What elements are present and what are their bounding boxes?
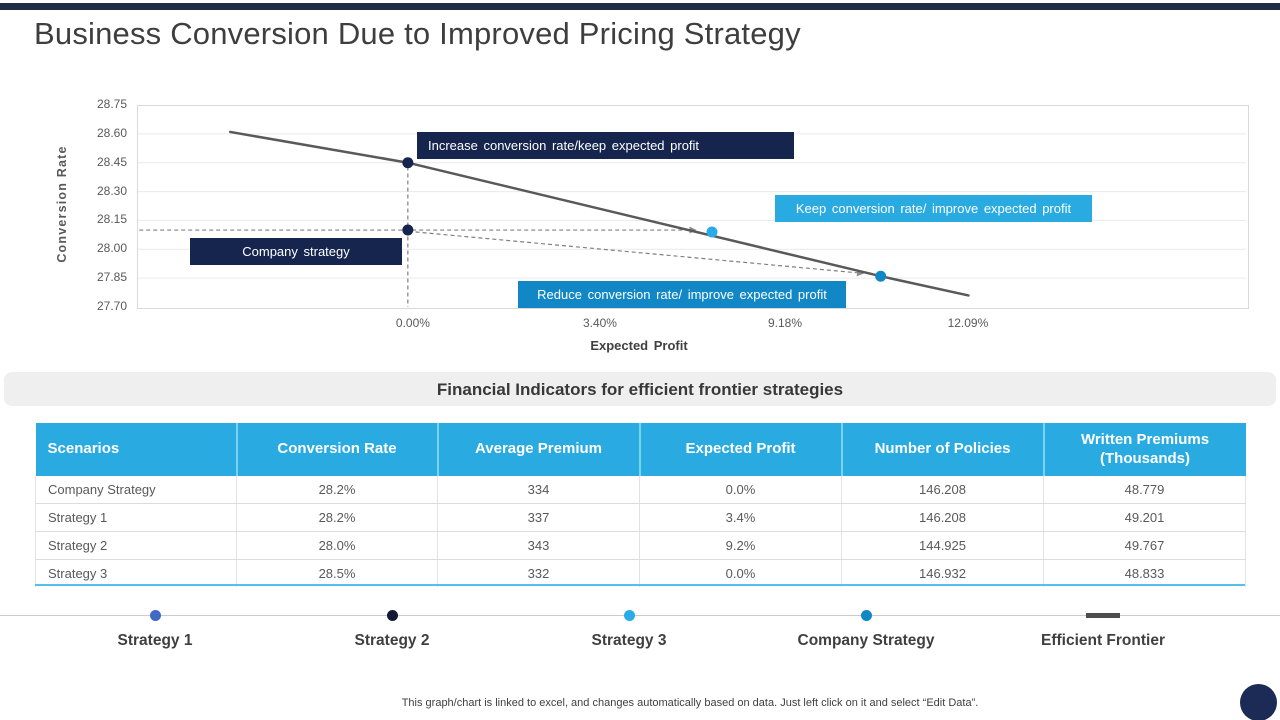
table-cell: 9.2% xyxy=(639,531,842,560)
y-tick-label: 28.30 xyxy=(96,183,127,198)
y-tick-label: 28.00 xyxy=(96,241,127,256)
table-cell: 332 xyxy=(437,559,640,587)
table-cell: 28.2% xyxy=(236,476,438,504)
column-header: Conversion Rate xyxy=(236,423,439,476)
legend-baseline xyxy=(0,615,1280,616)
legend-label: Company Strategy xyxy=(797,632,935,649)
y-tick-label: 27.85 xyxy=(96,270,127,285)
x-tick-label: 0.00% xyxy=(395,316,430,330)
table-row: Strategy 3 28.5% 332 0.0% 146.932 48.833 xyxy=(35,559,1246,587)
y-axis-title: Conversion Rate xyxy=(55,145,69,263)
table-cell: 343 xyxy=(437,531,640,560)
top-accent-bar xyxy=(0,3,1280,10)
table-body: Company Strategy 28.2% 334 0.0% 146.208 48.77… xyxy=(35,476,1246,587)
legend-marker-dot xyxy=(860,610,872,621)
table-row: Company Strategy 28.2% 334 0.0% 146.208 48.77… xyxy=(35,476,1246,504)
annotation-company-strategy: Company strategy xyxy=(190,238,402,265)
y-tick-label: 28.60 xyxy=(96,125,127,140)
legend-marker-dot xyxy=(386,610,398,621)
table-cell: Strategy 3 xyxy=(35,559,237,587)
legend-marker-dot xyxy=(623,610,635,621)
table-cell: 28.2% xyxy=(236,503,438,532)
annotation-reduce-conversion: Reduce conversion rate/ improve expected… xyxy=(518,281,846,308)
corner-decoration-circle xyxy=(1240,684,1277,720)
table-cell: 146.208 xyxy=(841,476,1044,504)
table-cell: 0.0% xyxy=(639,476,842,504)
column-header: Expected Profit xyxy=(639,423,843,476)
y-tick-label: 28.45 xyxy=(96,154,127,169)
footer-note: This graph/chart is linked to excel, and… xyxy=(401,697,979,709)
column-header: Scenarios xyxy=(35,423,238,476)
legend-label: Strategy 2 xyxy=(354,632,430,649)
table-header-row: Scenarios Conversion Rate Average Premium E… xyxy=(35,423,1246,476)
column-header: Number of Policies xyxy=(841,423,1045,476)
table-cell: 48.779 xyxy=(1043,476,1246,504)
column-header: Average Premium xyxy=(437,423,641,476)
annotation-keep-conversion: Keep conversion rate/ improve expected p… xyxy=(775,195,1092,222)
table-cell: 28.0% xyxy=(236,531,438,560)
table-cell: 0.0% xyxy=(639,559,842,587)
table-bottom-accent-line xyxy=(35,584,1245,586)
table-cell: 48.833 xyxy=(1043,559,1246,587)
legend-label: Efficient Frontier xyxy=(1040,632,1165,649)
x-tick-label: 9.18% xyxy=(768,316,803,330)
table-cell: 334 xyxy=(437,476,640,504)
table-cell: 146.208 xyxy=(841,503,1044,532)
table-cell: Strategy 1 xyxy=(35,503,237,532)
y-tick-label: 28.75 xyxy=(96,97,127,111)
table-section-title-band: Financial Indicators for efficient front… xyxy=(4,372,1276,406)
financial-indicators-table: Scenarios Conversion Rate Average Premium E… xyxy=(35,423,1246,587)
table-cell: 144.925 xyxy=(841,531,1044,560)
column-header: Written Premiums (Thousands) xyxy=(1043,423,1246,476)
slide-title: Business Conversion Due to Improved Pric… xyxy=(34,16,801,51)
annotation-increase-conversion: Increase conversion rate/keep expected p… xyxy=(417,132,794,159)
legend-label: Strategy 3 xyxy=(591,632,667,649)
legend-marker-dot xyxy=(149,610,161,621)
legend-label: Strategy 1 xyxy=(117,632,193,649)
table-cell: Strategy 2 xyxy=(35,531,237,560)
y-tick-label: 28.15 xyxy=(96,212,127,227)
y-tick-label: 27.70 xyxy=(96,299,127,313)
table-header: Scenarios Conversion Rate Average Premium E… xyxy=(35,423,1246,476)
table-cell: 3.4% xyxy=(639,503,842,532)
table-cell: 28.5% xyxy=(236,559,438,587)
table-row: Strategy 2 28.0% 343 9.2% 144.925 49.767 xyxy=(35,531,1246,560)
table-cell: 337 xyxy=(437,503,640,532)
legend-marker-dash xyxy=(1086,613,1120,618)
table-row: Strategy 1 28.2% 337 3.4% 146.208 49.201 xyxy=(35,503,1246,532)
table-section-title: Financial Indicators for efficient front… xyxy=(436,380,844,399)
x-tick-label: 3.40% xyxy=(582,316,617,330)
table-cell: 49.767 xyxy=(1043,531,1246,560)
x-tick-label: 12.09% xyxy=(947,316,989,330)
x-axis-title: Expected Profit xyxy=(590,338,688,353)
table-cell: 146.932 xyxy=(841,559,1044,587)
table-cell: Company Strategy xyxy=(35,476,237,504)
table-cell: 49.201 xyxy=(1043,503,1246,532)
